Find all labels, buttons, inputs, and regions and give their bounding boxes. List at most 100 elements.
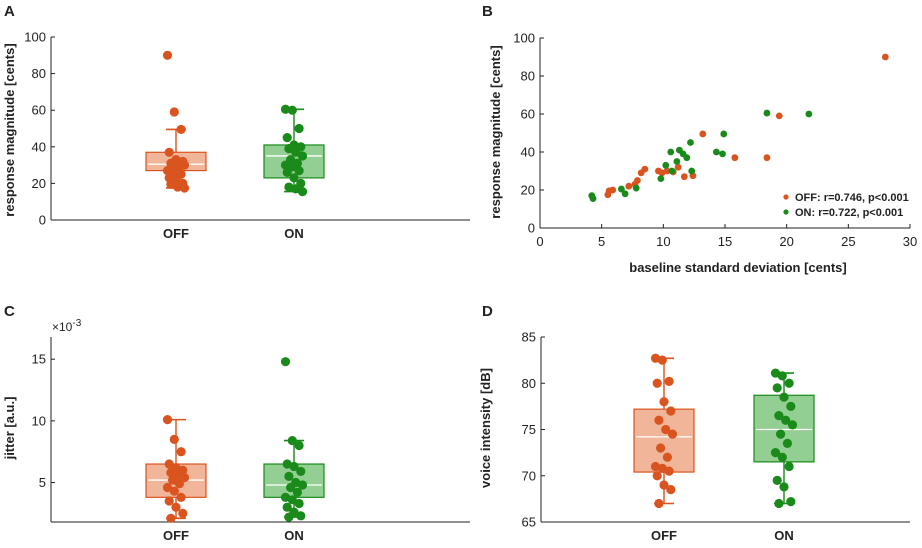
panel-a-ytick-label: 40 bbox=[32, 139, 46, 154]
legend-on-label: ON: r=0.722, p<0.001 bbox=[795, 207, 903, 219]
panel-c-ylabel: jitter [a.u.] bbox=[2, 397, 17, 461]
panel-b-ytick-label: 20 bbox=[521, 183, 535, 198]
data-point-off bbox=[168, 475, 178, 485]
panel-c-exponent-power: -3 bbox=[72, 318, 81, 329]
data-point-on bbox=[284, 144, 294, 154]
data-point-off bbox=[657, 355, 667, 365]
data-point-on bbox=[296, 466, 306, 477]
scatter-point-off bbox=[609, 186, 617, 194]
scatter-point-on bbox=[683, 154, 691, 162]
scatter-point-off bbox=[674, 163, 682, 171]
data-point-on bbox=[297, 480, 308, 490]
data-point-off bbox=[162, 482, 173, 493]
panel-b-xtick-label: 25 bbox=[841, 234, 855, 249]
legend-on-marker bbox=[783, 209, 789, 215]
data-point-on bbox=[284, 512, 294, 522]
data-point-off bbox=[667, 429, 678, 439]
data-point-off bbox=[179, 473, 190, 483]
panel-letter-c: C bbox=[4, 303, 15, 320]
data-point-on bbox=[284, 471, 294, 481]
legend-off-marker bbox=[783, 194, 789, 200]
data-point-on bbox=[280, 104, 291, 114]
panel-b-ylabel: response magnitude [cents] bbox=[488, 45, 503, 218]
data-point-off bbox=[164, 496, 174, 506]
panel-d-box-off bbox=[633, 353, 695, 509]
scatter-point-on bbox=[667, 148, 675, 156]
data-point-on bbox=[779, 392, 789, 402]
panel-b-xtick-label: 0 bbox=[536, 234, 543, 249]
panel-b-ytick-label: 80 bbox=[521, 69, 535, 84]
panel-b-ytick-label: 0 bbox=[528, 221, 535, 236]
data-point-on bbox=[786, 497, 796, 507]
panel-c-exponent: ×10-3 bbox=[52, 318, 82, 334]
scatter-point-off bbox=[641, 165, 649, 173]
scatter-point-on bbox=[687, 139, 694, 146]
data-point-on bbox=[784, 461, 794, 472]
data-point-on bbox=[772, 475, 782, 485]
panel-c-category-label: ON bbox=[284, 528, 304, 543]
panel-a-box-off bbox=[145, 50, 207, 193]
data-point-off bbox=[173, 182, 183, 192]
scatter-point-on bbox=[673, 158, 681, 165]
data-point-on bbox=[282, 502, 292, 512]
scatter-point-on bbox=[632, 184, 640, 192]
panel-b-legend: OFF: r=0.746, p<0.001 ON: r=0.722, p<0.0… bbox=[783, 192, 909, 219]
scatter-point-off bbox=[680, 173, 688, 181]
data-point-off bbox=[162, 50, 173, 60]
panel-b-ytick-label: 100 bbox=[513, 31, 535, 46]
panel-letter-a: A bbox=[4, 3, 15, 20]
scatter-point-off bbox=[763, 154, 771, 162]
scatter-point-on bbox=[589, 195, 597, 202]
panel-a-ytick-label: 100 bbox=[24, 30, 46, 45]
panel-b-xtick-label: 15 bbox=[718, 234, 732, 249]
panel-d-category-label: ON bbox=[774, 528, 794, 543]
panel-c-ytick-label: 15 bbox=[32, 352, 46, 367]
panel-a-ytick-label: 0 bbox=[39, 213, 46, 228]
data-point-off bbox=[666, 485, 676, 495]
data-point-off bbox=[654, 498, 664, 509]
data-point-off bbox=[666, 406, 676, 416]
data-point-on bbox=[779, 482, 789, 492]
data-point-on bbox=[296, 511, 306, 521]
legend-off-label: OFF: r=0.746, p<0.001 bbox=[795, 192, 909, 204]
data-point-on bbox=[289, 461, 299, 472]
scatter-point-on bbox=[719, 150, 726, 158]
data-point-off bbox=[169, 434, 179, 444]
data-point-off bbox=[662, 452, 673, 462]
data-point-on bbox=[294, 440, 304, 451]
data-point-off bbox=[664, 466, 674, 476]
data-point-on bbox=[777, 371, 787, 381]
data-point-off bbox=[169, 486, 179, 496]
panel-a-category-label: OFF bbox=[163, 226, 189, 241]
data-point-on bbox=[774, 411, 784, 421]
data-point-on bbox=[292, 487, 302, 497]
data-point-on bbox=[776, 429, 786, 439]
data-point-on bbox=[772, 383, 782, 393]
data-point-on bbox=[786, 401, 796, 411]
scatter-point-off bbox=[634, 177, 641, 184]
panel-a-ytick-label: 60 bbox=[32, 103, 46, 118]
scatter-point-on bbox=[805, 110, 813, 118]
scatter-point-on bbox=[618, 185, 625, 193]
panel-a-category-label: ON bbox=[284, 226, 304, 241]
data-point-off bbox=[656, 443, 666, 453]
data-point-on bbox=[777, 452, 787, 462]
data-point-on bbox=[782, 438, 793, 448]
data-point-on bbox=[287, 436, 297, 446]
panel-b-xlabel: baseline standard deviation [cents] bbox=[629, 260, 846, 275]
panel-letter-b: B bbox=[482, 3, 493, 20]
scatter-point-off bbox=[625, 182, 633, 190]
scatter-point-on bbox=[763, 109, 771, 117]
data-point-off bbox=[164, 459, 174, 469]
data-point-off bbox=[171, 502, 181, 512]
data-point-off bbox=[178, 508, 188, 518]
panel-d-category-label: OFF bbox=[651, 528, 677, 543]
panel-d-ytick-label: 70 bbox=[522, 468, 536, 483]
panel-b-xtick-label: 10 bbox=[656, 234, 670, 249]
data-point-off bbox=[652, 471, 662, 481]
panel-c-category-label: OFF bbox=[163, 528, 189, 543]
data-point-on bbox=[282, 167, 292, 178]
data-point-on bbox=[784, 378, 794, 388]
data-point-off bbox=[169, 107, 179, 117]
data-point-off bbox=[174, 479, 184, 489]
